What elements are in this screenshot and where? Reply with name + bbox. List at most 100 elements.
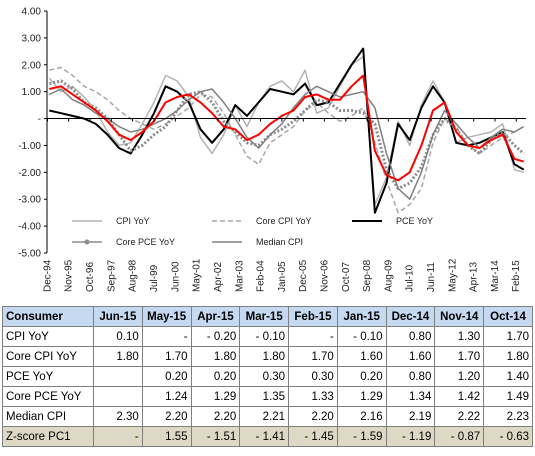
table-header-row: Consumer Jun-15 May-15 Apr-15 Mar-15 Feb-15 Ja… <box>2 306 533 327</box>
table-header-label: Consumer <box>2 306 94 327</box>
table-cell <box>93 386 143 407</box>
table-cell: - 1.45 <box>288 426 338 447</box>
table-header-month: Mar-15 <box>239 306 290 327</box>
x-tick-label: Apr-13 <box>469 262 480 292</box>
y-tick-label: 1.00 <box>22 87 42 98</box>
x-tick-label: Oct-07 <box>341 262 352 292</box>
table-cell: - 1.51 <box>190 426 241 447</box>
legend-marker <box>84 239 90 245</box>
table-cell <box>93 366 143 387</box>
table-cell: 1.70 <box>288 346 338 367</box>
legend-label: Median CPI <box>256 237 303 247</box>
table-cell: 0.20 <box>336 366 387 387</box>
table-header-month: May-15 <box>141 306 192 327</box>
table-cell: 1.60 <box>385 346 436 367</box>
x-tick-label: Feb-04 <box>255 260 266 292</box>
table-cell: 2.19 <box>385 406 436 427</box>
table-cell: 1.80 <box>483 346 533 367</box>
table-cell: 1.33 <box>288 386 338 407</box>
table-header-month: Jun-15 <box>93 306 143 327</box>
table-cell: 1.49 <box>483 386 533 407</box>
table-cell: - 1.41 <box>239 426 290 447</box>
chart-area: 4.00 3.00 2.00 1.00 - -1.00 -2.00 -3.00 -4.00 -5.… <box>18 7 526 292</box>
x-tick-label: Aug-98 <box>128 259 139 292</box>
table-cell: 1.20 <box>434 366 485 387</box>
table-cell: 1.70 <box>483 326 533 347</box>
table-cell: 1.70 <box>141 346 192 367</box>
x-tick-label: Aug-09 <box>383 259 394 292</box>
table-cell: - 1.19 <box>385 426 436 447</box>
inflation-table: Consumer Jun-15 May-15 Apr-15 Mar-15 Feb-15 Ja… <box>2 306 533 447</box>
table-cell: 2.21 <box>239 406 290 427</box>
table-cell: 1.29 <box>336 386 387 407</box>
series-line-3 <box>48 79 525 190</box>
y-tick-label: 3.00 <box>22 33 42 44</box>
table-cell: 1.70 <box>434 346 485 367</box>
x-tick-label: Mar-03 <box>234 260 245 292</box>
table-cell: - 0.20 <box>190 326 241 347</box>
table-header-month: Feb-15 <box>288 306 338 327</box>
series-line-1 <box>49 66 525 214</box>
table-cell: 2.30 <box>93 406 143 427</box>
table-cell: 1.24 <box>141 386 192 407</box>
table-cell: - 1.59 <box>336 426 387 447</box>
row-label: PCE YoY <box>2 366 94 387</box>
table-header-month: Nov-14 <box>434 306 485 327</box>
x-tick-label: Feb-15 <box>511 260 522 292</box>
table-cell: 2.16 <box>336 406 387 427</box>
table-cell: 0.30 <box>288 366 338 387</box>
y-tick-label: -3.00 <box>18 195 41 206</box>
table-header-month: Jan-15 <box>336 306 387 327</box>
legend-label: CPI YoY <box>116 216 150 226</box>
x-tick-label: Jul-99 <box>149 264 160 292</box>
x-tick-label: May-12 <box>447 258 458 292</box>
x-tick-label: May-01 <box>192 258 203 292</box>
row-label: Z-score PC1 <box>2 426 94 447</box>
x-tick-label: Nov-06 <box>319 259 330 292</box>
table-cell: - 0.87 <box>434 426 485 447</box>
table-cell: 1.60 <box>336 346 387 367</box>
table-cell: 2.20 <box>190 406 241 427</box>
table-cell: 0.80 <box>385 326 436 347</box>
table-row: PCE YoY 0.20 0.20 0.30 0.30 0.20 0.80 1.20 1.40 <box>2 366 533 387</box>
y-tick-label: -4.00 <box>18 222 41 233</box>
x-tick-label: Jul-10 <box>405 264 416 292</box>
legend-label: PCE YoY <box>396 216 433 226</box>
table-row: Z-score PC1-1.55- 1.51- 1.41- 1.45- 1.59… <box>2 426 533 447</box>
line-chart: 4.00 3.00 2.00 1.00 - -1.00 -2.00 -3.00 -4.00 -5.… <box>18 7 526 292</box>
row-label: Core PCE YoY <box>2 386 94 407</box>
table-cell: 0.10 <box>93 326 143 347</box>
table-cell: 1.30 <box>434 326 485 347</box>
table-cell: 1.80 <box>190 346 241 367</box>
table-cell: 1.40 <box>483 366 533 387</box>
table-cell: 2.23 <box>483 406 533 427</box>
table-cell: - 0.63 <box>483 426 533 447</box>
series-line-4 <box>48 85 525 200</box>
table-header-month: Apr-15 <box>190 306 241 327</box>
table-cell: - <box>93 426 143 447</box>
x-tick-label: Jun-00 <box>170 261 181 292</box>
table-cell: 0.80 <box>385 366 436 387</box>
x-tick-label: Apr-02 <box>213 262 224 292</box>
row-label: CPI YoY <box>2 326 94 347</box>
x-tick-label: Nov-95 <box>64 259 75 292</box>
table-cell: - <box>141 326 192 347</box>
table-cell: 1.34 <box>385 386 436 407</box>
table-cell: 2.20 <box>141 406 192 427</box>
x-tick-label: Jan-05 <box>277 261 288 292</box>
x-tick-label: Dec-05 <box>298 259 309 292</box>
table-cell: 1.55 <box>141 426 192 447</box>
y-tick-label: -2.00 <box>18 168 41 179</box>
legend-label: Core PCE YoY <box>116 237 175 247</box>
x-tick-label: Jun-11 <box>426 262 437 292</box>
x-tick-label: Sep-08 <box>362 259 373 292</box>
table-cell: 2.20 <box>288 406 338 427</box>
y-tick-label: -1.00 <box>18 141 41 152</box>
table-row: Core CPI YoY 1.80 1.70 1.80 1.80 1.70 1.60 1.60… <box>2 346 533 367</box>
table-cell: 0.20 <box>141 366 192 387</box>
row-label: Core CPI YoY <box>2 346 94 367</box>
series-line-5 <box>49 74 524 182</box>
y-tick-label: 4.00 <box>22 7 42 18</box>
x-tick-label: Dec-94 <box>42 259 53 292</box>
row-label: Median CPI <box>2 406 94 427</box>
